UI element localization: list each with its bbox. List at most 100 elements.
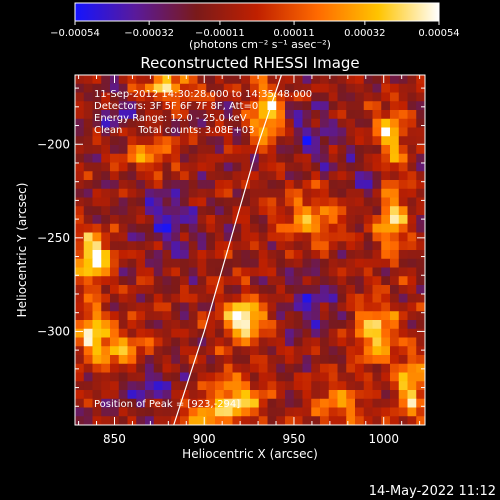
heatmap-cell [180,267,190,277]
heatmap-cell [127,416,137,425]
heatmap-cell [153,197,163,207]
heatmap-cell [101,110,111,120]
heatmap-cell [206,215,216,225]
heatmap-cell [276,127,286,137]
heatmap-cell [92,337,102,347]
heatmap-cell [372,267,382,277]
heatmap-cell [285,407,295,417]
heatmap-cell [311,363,321,373]
heatmap-cell [398,232,408,242]
heatmap-cell [101,153,111,163]
heatmap-cell [241,223,251,233]
x-tick-label: 900 [193,432,216,446]
heatmap-cell [337,241,347,251]
heatmap-cell [127,136,137,146]
heatmap-cell [302,302,312,312]
heatmap-cell [75,118,85,128]
heatmap-cell [145,153,155,163]
heatmap-cell [232,293,242,303]
heatmap-cell [337,250,347,260]
heatmap-cell [101,92,111,102]
chart-title: Reconstructed RHESSI Image [140,54,359,72]
heatmap-cell [398,311,408,321]
heatmap-cell [83,363,93,373]
heatmap-cell [258,337,268,347]
heatmap-cell [118,145,128,155]
heatmap-cell [250,92,260,102]
heatmap-cell [390,223,400,233]
heatmap-cell [145,407,155,417]
heatmap-cell [267,416,277,425]
heatmap-cell [118,355,128,365]
heatmap-cell [127,153,137,163]
heatmap-cell [416,258,425,268]
heatmap-cell [92,276,102,286]
heatmap-cell [302,320,312,330]
heatmap-cell [328,101,338,111]
heatmap-cell [162,118,172,128]
heatmap-cell [258,206,268,216]
heatmap-cell [258,267,268,277]
heatmap-cell [171,223,181,233]
heatmap-cell [311,180,321,190]
y-axis-label: Heliocentric Y (arcsec) [15,183,29,318]
heatmap-cell [241,258,251,268]
heatmap-cell [171,320,181,330]
heatmap-cell [188,83,198,93]
heatmap-cell [363,276,373,286]
heatmap-cell [416,215,425,225]
heatmap-cell [346,416,356,425]
heatmap-cell [258,162,268,172]
heatmap-cell [136,180,146,190]
heatmap-cell [346,372,356,382]
heatmap-cell [215,206,225,216]
heatmap-cell [372,363,382,373]
heatmap-cell [320,145,330,155]
heatmap-cell [293,153,303,163]
heatmap-cell [206,92,216,102]
heatmap-cell [381,337,391,347]
heatmap-cell [206,83,216,93]
heatmap-cell [136,258,146,268]
heatmap-cell [197,206,207,216]
heatmap-cell [136,320,146,330]
heatmap-cell [101,381,111,391]
heatmap-cell [355,355,365,365]
heatmap-cell [180,355,190,365]
heatmap-cell [311,232,321,242]
heatmap-cell [276,110,286,120]
heatmap-cell [302,136,312,146]
heatmap-cell [293,206,303,216]
heatmap-cell [337,346,347,356]
heatmap-cell [215,145,225,155]
heatmap-cell [328,355,338,365]
heatmap-cell [390,75,400,85]
heatmap-cell [337,206,347,216]
heatmap-cell [215,223,225,233]
heatmap-cell [381,110,391,120]
heatmap-cell [223,241,233,251]
heatmap-cell [180,276,190,286]
heatmap-cell [153,92,163,102]
heatmap-cell [346,180,356,190]
heatmap-cell [407,398,417,408]
heatmap-cell [355,241,365,251]
heatmap-cell [110,92,120,102]
heatmap-cell [372,101,382,111]
heatmap-cell [180,153,190,163]
heatmap-cell [293,381,303,391]
heatmap-cell [180,311,190,321]
heatmap-cell [311,258,321,268]
heatmap-cell [92,223,102,233]
heatmap-cell [381,398,391,408]
heatmap-cell [276,145,286,155]
heatmap-cell [337,83,347,93]
heatmap-cell [363,215,373,225]
heatmap-cell [407,153,417,163]
heatmap-cell [328,407,338,417]
heatmap-cell [416,381,425,391]
heatmap-cell [416,302,425,312]
heatmap-cell [390,145,400,155]
heatmap-cell [302,118,312,128]
heatmap-cell [355,110,365,120]
